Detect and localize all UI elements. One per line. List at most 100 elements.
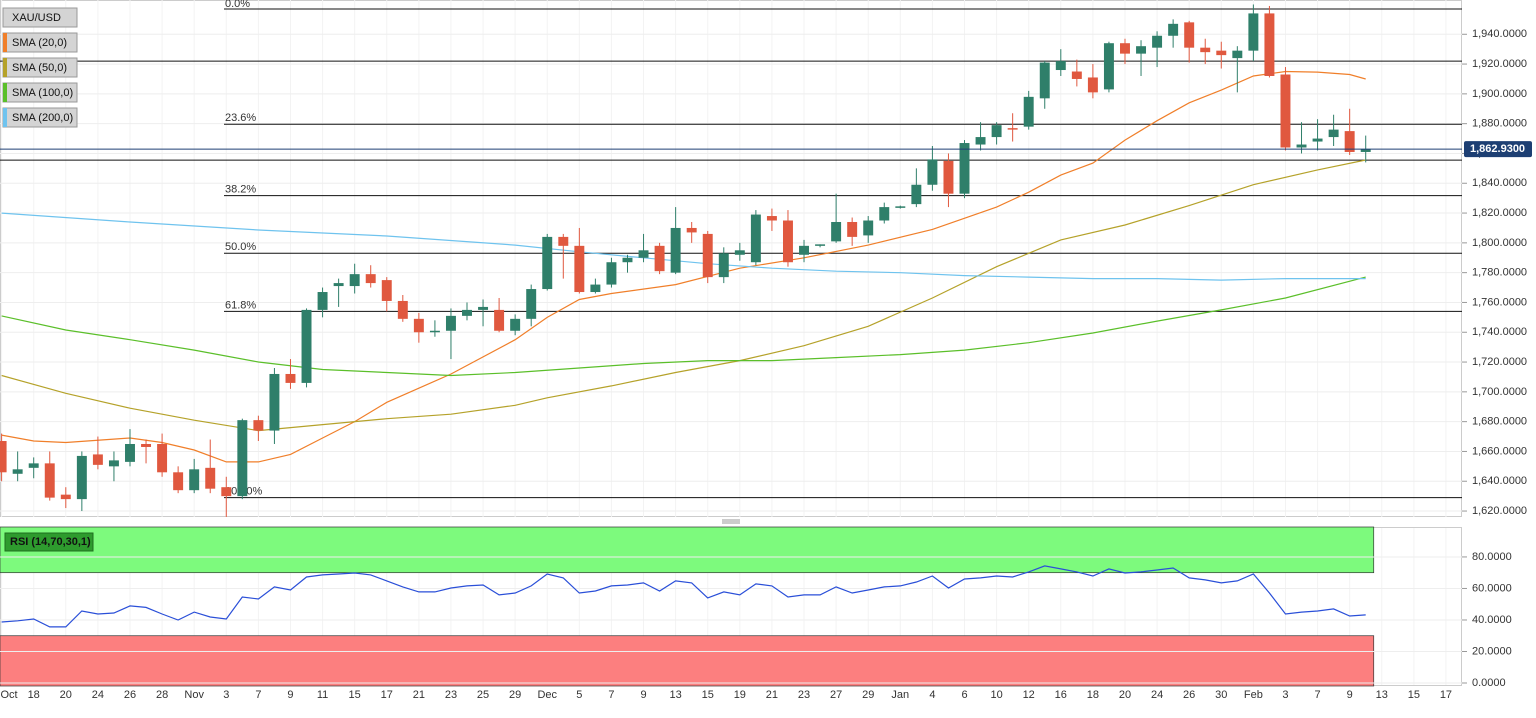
sma-line: [1, 70, 1366, 463]
x-tick-label: 25: [477, 689, 489, 701]
candle-body: [718, 253, 729, 278]
y-tick-label: 1,920.0000: [1472, 58, 1527, 70]
candle-body: [847, 221, 858, 237]
candle-body: [1328, 129, 1339, 138]
x-tick-label: 18: [1087, 689, 1099, 701]
candle-body: [975, 137, 986, 145]
candle-body: [766, 216, 777, 221]
candle-body: [413, 318, 424, 333]
legend-label: XAU/USD: [12, 12, 61, 24]
candle-body: [991, 125, 1002, 138]
candle-body: [92, 454, 103, 465]
x-tick-label: 27: [830, 689, 842, 701]
candle-body: [1344, 131, 1355, 152]
candle-body: [510, 318, 521, 331]
candle-body: [686, 227, 697, 233]
candle-body: [638, 250, 649, 258]
x-tick-label: Oct: [0, 689, 17, 701]
candle-body: [1296, 144, 1307, 148]
candle-body: [558, 236, 569, 246]
candle-body: [1200, 47, 1211, 53]
fib-label: 23.6%: [225, 112, 256, 124]
candle-body: [1312, 138, 1323, 142]
candle-body: [590, 284, 601, 293]
candle-body: [943, 160, 954, 194]
candle-body: [831, 221, 842, 242]
candle-body: [285, 373, 296, 383]
candle-body: [863, 220, 874, 236]
candle-body: [1264, 13, 1275, 76]
x-tick-label: 29: [509, 689, 521, 701]
y-tick-label: 1,700.0000: [1472, 386, 1527, 398]
candle-body: [1168, 23, 1179, 36]
x-tick-label: 20: [60, 689, 72, 701]
y-tick-label: 1,780.0000: [1472, 267, 1527, 279]
candle-body: [301, 309, 312, 383]
x-tick-label: 9: [287, 689, 293, 701]
x-tick-label: 21: [766, 689, 778, 701]
candle-body: [221, 487, 232, 497]
candle-body: [1280, 74, 1291, 148]
y-tick-label: 1,620.0000: [1472, 505, 1527, 517]
x-tick-label: 24: [1151, 689, 1163, 701]
fib-label: 50.0%: [225, 241, 256, 253]
candle-body: [108, 460, 119, 467]
candle-body: [702, 233, 713, 278]
y-tick-label: 1,640.0000: [1472, 475, 1527, 487]
candle-body: [1007, 128, 1018, 130]
x-tick-label: 30: [1215, 689, 1227, 701]
x-tick-label: 17: [381, 689, 393, 701]
candle-body: [1087, 77, 1098, 93]
candle-body: [1136, 46, 1147, 54]
candle-body: [157, 443, 168, 473]
y-tick-label: 1,740.0000: [1472, 326, 1527, 338]
y-tick-label: 1,680.0000: [1472, 416, 1527, 428]
pane-splitter[interactable]: [722, 519, 740, 524]
candle-body: [12, 469, 23, 474]
y-tick-label: 80.0000: [1472, 551, 1512, 563]
current-price-label: 1,862.9300: [1470, 143, 1525, 155]
candle-body: [1055, 61, 1066, 71]
candle-body: [1023, 96, 1034, 127]
sma-line: [1, 212, 1366, 281]
candle-body: [606, 262, 617, 285]
x-tick-label: 24: [92, 689, 104, 701]
candle-body: [895, 206, 906, 208]
x-tick-label: 4: [929, 689, 935, 701]
sma-line: [1, 159, 1366, 432]
legend-box: [2, 7, 78, 28]
x-tick-label: 12: [1023, 689, 1035, 701]
candle-body: [1039, 62, 1050, 99]
x-tick-label: 11: [317, 689, 328, 701]
y-tick-label: 1,720.0000: [1472, 356, 1527, 368]
fib-label: 0.0%: [225, 0, 250, 10]
x-tick-label: 26: [1183, 689, 1195, 701]
candle-body: [253, 420, 264, 431]
x-tick-label: Jan: [891, 689, 909, 701]
candle-body: [462, 309, 472, 316]
candle-body: [60, 494, 71, 500]
legend-swatch: [3, 83, 7, 102]
candle-body: [1360, 148, 1371, 152]
legend-label: SMA (200,0): [12, 112, 73, 124]
candle-body: [445, 315, 456, 331]
y-tick-label: 1,940.0000: [1472, 28, 1527, 40]
candle-body: [429, 330, 440, 333]
x-tick-label: 5: [576, 689, 582, 701]
legend-swatch: [3, 58, 7, 77]
candle-body: [1120, 43, 1130, 54]
candle-body: [125, 443, 135, 462]
oversold-zone: [0, 635, 1375, 687]
y-tick-label: 1,900.0000: [1472, 88, 1527, 100]
candle-body: [1216, 50, 1227, 56]
x-tick-label: 15: [349, 689, 361, 701]
candle-body: [622, 257, 633, 263]
candle-body: [76, 455, 87, 500]
x-tick-label: 29: [862, 689, 874, 701]
candle-body: [879, 207, 890, 221]
legend-label: RSI (14,70,30,1): [10, 536, 91, 548]
candle-body: [670, 227, 681, 273]
